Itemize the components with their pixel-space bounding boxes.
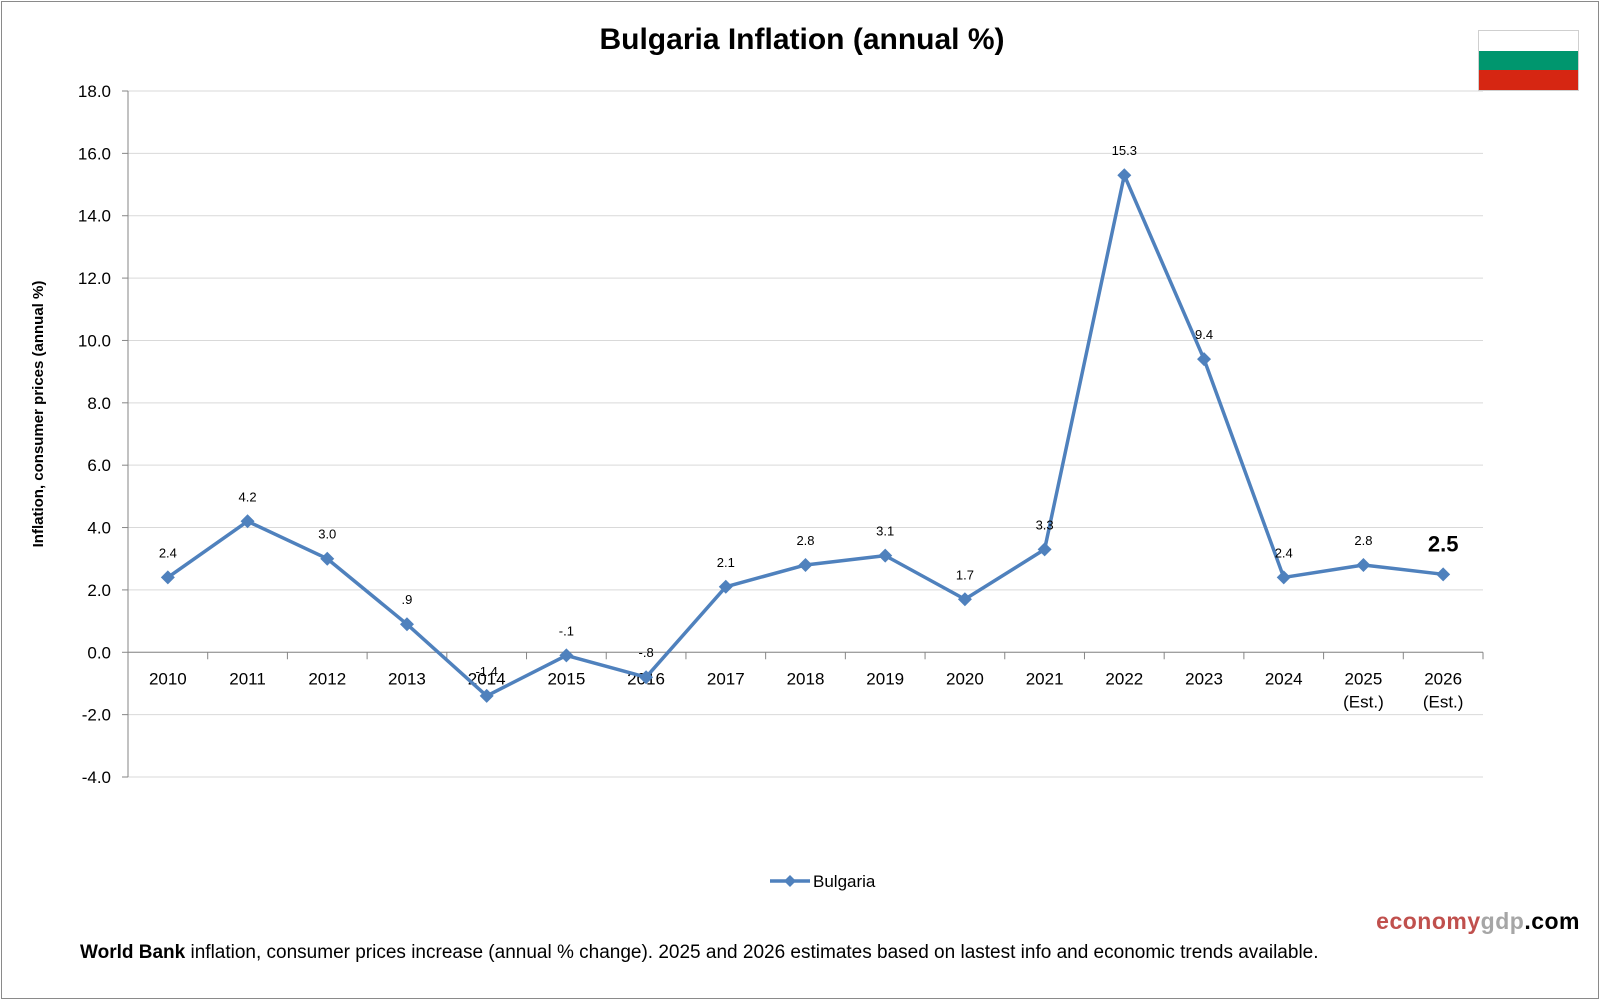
data-point-marker xyxy=(399,617,414,632)
chart-title: Bulgaria Inflation (annual %) xyxy=(599,23,1004,56)
data-label: 2.8 xyxy=(796,533,814,548)
x-tick-label: 2025 (Est.) xyxy=(1343,669,1384,711)
x-tick-label: 2022 xyxy=(1105,669,1143,688)
chart-legend: Bulgaria xyxy=(770,872,876,891)
bulgaria-flag xyxy=(1478,30,1579,91)
data-label: 1.7 xyxy=(956,567,974,582)
data-label: -.1 xyxy=(559,623,574,638)
y-tick-label: -2.0 xyxy=(82,706,111,725)
x-tick-label: 2011 xyxy=(229,669,266,688)
x-tick-label: 2012 xyxy=(308,669,346,688)
x-tick-label: 2026 (Est.) xyxy=(1423,669,1464,711)
x-tick-label: 2020 xyxy=(946,669,984,688)
y-tick-label: 16.0 xyxy=(78,144,111,163)
flag-stripe-green xyxy=(1479,50,1578,71)
brand-logo: economygdp.com xyxy=(1376,908,1580,935)
data-label: 2.8 xyxy=(1354,533,1372,548)
y-tick-label: 8.0 xyxy=(87,394,111,413)
x-tick-label: 2023 xyxy=(1185,669,1223,688)
y-tick-label: 2.0 xyxy=(87,581,111,600)
data-point-marker xyxy=(957,592,972,607)
footer-note: World Bank inflation, consumer prices in… xyxy=(80,942,1319,964)
data-label: 3.0 xyxy=(318,527,336,542)
y-tick-label: 12.0 xyxy=(78,269,111,288)
data-label: 15.3 xyxy=(1112,143,1137,158)
data-label: -1.4 xyxy=(475,664,497,679)
legend-marker xyxy=(784,875,796,887)
y-axis-title: Inflation, consumer prices (annual %) xyxy=(30,281,47,548)
data-point-marker xyxy=(1436,567,1451,582)
data-label: 4.2 xyxy=(239,489,257,504)
series-bulgaria xyxy=(160,168,1451,703)
data-point-marker xyxy=(718,579,733,594)
x-tick-labels: 2010201120122013201420152016201720182019… xyxy=(149,669,1464,711)
data-point-marker xyxy=(1276,570,1291,585)
y-tick-label: 0.0 xyxy=(87,643,111,662)
x-tick-label: 2013 xyxy=(388,669,426,688)
data-point-marker xyxy=(1117,168,1132,183)
data-point-marker xyxy=(1037,542,1052,557)
axes xyxy=(122,90,1484,778)
y-tick-label: 18.0 xyxy=(78,82,111,101)
data-label: 3.1 xyxy=(876,524,894,539)
data-point-marker xyxy=(878,548,893,563)
y-tick-label: 4.0 xyxy=(87,519,111,538)
data-label: 3.3 xyxy=(1036,517,1054,532)
x-tick-label: 2019 xyxy=(866,669,904,688)
x-tick-label: 2014 xyxy=(468,669,506,688)
x-tick-label: 2015 xyxy=(547,669,585,688)
y-tick-label: -4.0 xyxy=(82,768,111,787)
x-tick-label: 2018 xyxy=(787,669,825,688)
x-tick-label: 2024 xyxy=(1265,669,1303,688)
data-label: 2.1 xyxy=(717,555,735,570)
data-label: 2.4 xyxy=(1275,545,1293,560)
x-tick-label: 2017 xyxy=(707,669,745,688)
y-tick-labels: -4.0 -2.0 0.0 2.0 4.0 6.0 8.0 10.0 12.0 14.0 16.0 1… xyxy=(78,82,111,787)
data-label: 2.5 xyxy=(1428,531,1459,556)
data-point-marker xyxy=(1197,352,1212,367)
data-point-marker xyxy=(160,570,175,585)
data-point-marker xyxy=(479,688,494,703)
flag-stripe-white xyxy=(1479,31,1578,51)
series-line xyxy=(166,173,1444,698)
x-tick-label: 2010 xyxy=(149,669,187,688)
legend-label: Bulgaria xyxy=(813,872,876,891)
data-label: -.8 xyxy=(639,645,654,660)
footer-text: inflation, consumer prices increase (ann… xyxy=(185,942,1319,963)
data-point-marker xyxy=(320,551,335,566)
data-label: .9 xyxy=(402,592,413,607)
brand-part-economy: economy xyxy=(1376,908,1481,934)
data-point-marker xyxy=(1356,557,1371,572)
data-point-marker xyxy=(240,514,255,529)
data-labels: 2.4 4.2 3.0 .9 -1.4 -.1 -.8 2.1 2.8 3.1 1.7 3.3 15.3… xyxy=(159,143,1459,679)
data-label: 9.4 xyxy=(1195,327,1213,342)
y-tick-label: 6.0 xyxy=(87,456,111,475)
x-tick-label: 2021 xyxy=(1026,669,1064,688)
y-tick-label: 10.0 xyxy=(78,331,111,350)
data-point-marker xyxy=(559,648,574,663)
data-label: 2.4 xyxy=(159,545,177,560)
data-point-marker xyxy=(639,670,654,685)
data-point-marker xyxy=(798,557,813,572)
y-tick-label: 14.0 xyxy=(78,207,111,226)
brand-part-gdp: gdp xyxy=(1480,908,1525,934)
flag-stripe-red xyxy=(1479,70,1578,90)
brand-part-com: .com xyxy=(1524,908,1580,934)
footer-source: World Bank xyxy=(80,942,186,963)
